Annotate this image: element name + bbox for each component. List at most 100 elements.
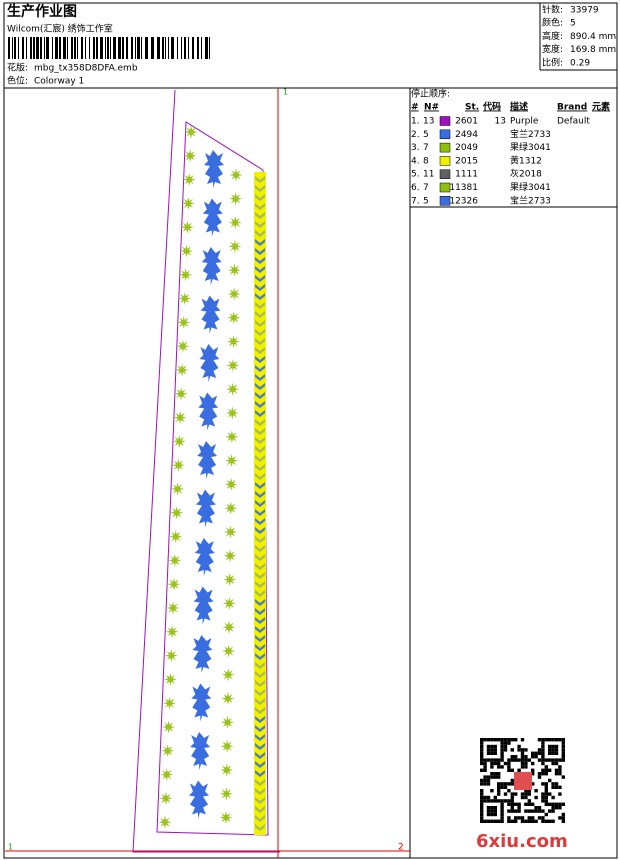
motif-chevron [255, 311, 265, 318]
qr-module [480, 816, 484, 820]
motif-chevron [255, 752, 265, 759]
qr-module [490, 744, 494, 749]
qr-module [493, 812, 497, 817]
motif-star [220, 763, 234, 777]
qr-module [483, 819, 487, 823]
qr-module [541, 761, 545, 766]
stitches: 2049 [455, 143, 478, 153]
motif-star [165, 625, 179, 639]
barcode-bar [81, 37, 83, 59]
qr-module [486, 758, 491, 762]
qr-module [544, 795, 548, 800]
qr-module [561, 741, 565, 745]
qr-module [561, 744, 565, 749]
barcode-bar [122, 37, 124, 59]
barcode-bar [162, 37, 164, 59]
barcode-bar [141, 37, 142, 59]
barcode-bar [55, 37, 58, 59]
motif-chevron [255, 545, 265, 552]
qr-module [493, 795, 497, 800]
motif-chevron [255, 428, 265, 435]
motif-chevron [255, 581, 265, 588]
qr-module [541, 751, 545, 755]
motif-star [229, 168, 243, 182]
description: 果绿3041 [510, 181, 551, 193]
motif-star [227, 287, 241, 301]
outline [132, 89, 280, 853]
barcode-bar [71, 37, 73, 59]
motif-chevron [255, 203, 265, 210]
qr-module [517, 758, 521, 762]
qr-module [480, 819, 484, 823]
qr-module [517, 802, 521, 806]
motif-chevron [255, 446, 265, 453]
motif-star [222, 644, 236, 658]
qr-module [544, 799, 548, 803]
description: 宝兰2733 [510, 194, 551, 206]
motif-star [171, 482, 185, 496]
qr-module [480, 809, 484, 813]
qr-module [480, 741, 484, 745]
description: 灰2018 [510, 168, 542, 180]
qr-module [486, 799, 491, 803]
barcode-bar [74, 37, 76, 59]
qr-module [517, 806, 521, 810]
qr-module [527, 819, 531, 823]
motif-chevron [255, 347, 265, 354]
motif-chevron [255, 194, 265, 201]
qr-module [534, 819, 538, 823]
motif-star [220, 739, 234, 753]
qr-module [490, 809, 494, 813]
qr-module [510, 755, 514, 759]
motif-star [228, 239, 242, 253]
barcode-bar [107, 37, 109, 59]
motif-star [175, 363, 189, 377]
qr-module [480, 778, 484, 783]
description: 黄1312 [510, 154, 542, 166]
column-header: 元素 [592, 101, 610, 113]
motif-chevron [255, 563, 265, 570]
motif-chevron [255, 293, 265, 300]
qr-module [551, 748, 555, 752]
qr-module [531, 768, 535, 772]
qr-module [527, 792, 531, 796]
qr-module [486, 744, 491, 749]
motif-star [163, 672, 177, 686]
qr-module [483, 768, 487, 772]
motif-tree [192, 635, 213, 673]
qr-module [486, 806, 491, 810]
barcode-bar [145, 37, 148, 59]
qr-module [561, 802, 565, 806]
barcode-bar [30, 37, 32, 59]
motif-chevron [255, 725, 265, 732]
motif-star [172, 434, 186, 448]
qr-module [493, 775, 497, 779]
qr-module [483, 799, 487, 803]
motif-chevron [255, 797, 265, 804]
qr-module [486, 778, 491, 783]
qr-module [500, 809, 504, 813]
qr-module [480, 812, 484, 817]
motif-chevron [255, 662, 265, 669]
qr-module [500, 765, 504, 769]
motif-chevron [255, 608, 265, 615]
motif-chevron [255, 473, 265, 480]
motif-star [222, 620, 236, 634]
motif-star [219, 811, 233, 825]
motif-chevron [255, 275, 265, 282]
qr-module [490, 758, 494, 762]
qr-module [490, 819, 494, 823]
motif-tree [195, 489, 216, 528]
qr-module [554, 748, 559, 752]
qr-module [503, 761, 508, 766]
barcode-bar [96, 37, 98, 59]
motif-chevron [255, 734, 265, 741]
color-swatch [439, 116, 451, 126]
motif-star [225, 430, 239, 444]
row-index: 3. [411, 143, 420, 153]
qr-module [497, 772, 501, 776]
qr-module [510, 819, 514, 823]
qr-module [551, 761, 555, 766]
qr-module [544, 785, 548, 789]
qr-module [497, 785, 501, 789]
